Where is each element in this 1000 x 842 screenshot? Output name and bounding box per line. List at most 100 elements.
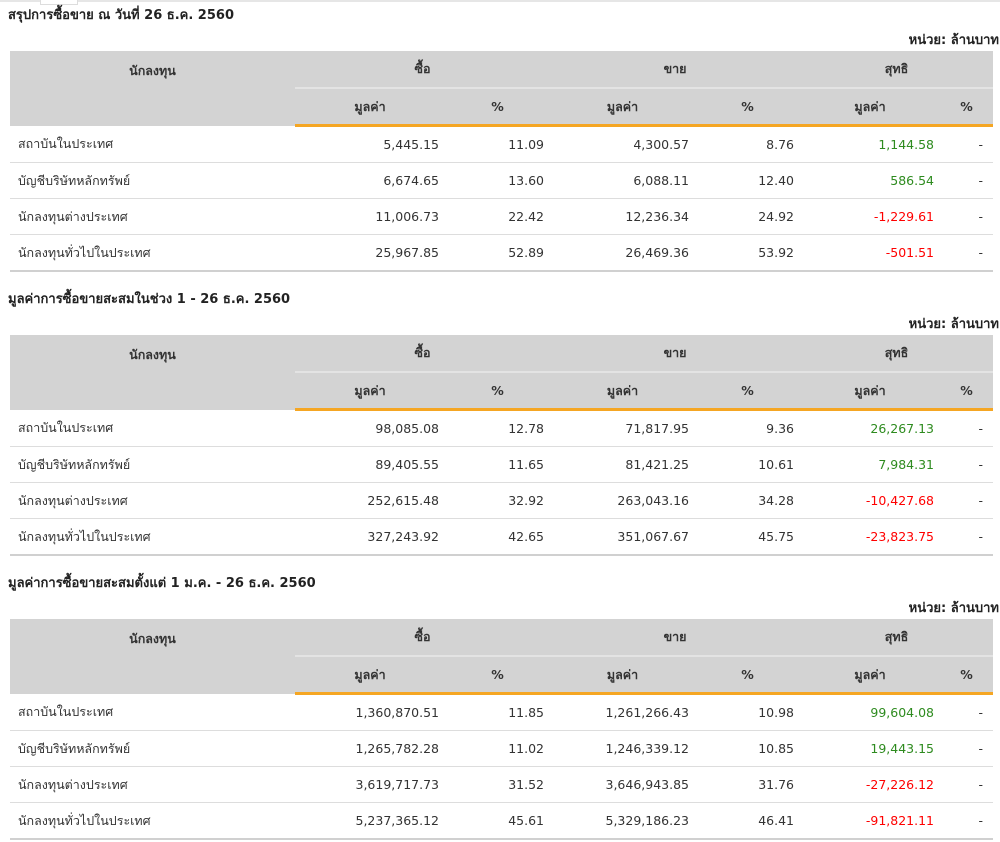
sell-value: 71,817.95 [550,409,695,447]
table-row: บัญชีบริษัทหลักทรัพย์ 1,265,782.28 11.02 1,… [10,730,994,767]
net-pct: - [940,198,994,235]
sell-value: 26,469.36 [550,234,695,272]
buy-value: 5,445.15 [295,125,445,163]
sell-value: 1,246,339.12 [550,730,695,767]
investor-name: บัญชีบริษัทหลักทรัพย์ [10,446,295,483]
sell-pct-header: % [695,87,801,127]
section-title: มูลค่าการซื้อขายสะสมในช่วง 1 - 26 ธ.ค. 2… [8,292,291,307]
table-row: นักลงทุนทั่วไปในประเทศ 25,967.85 52.89 26,4… [10,234,994,272]
summary-section: สรุปการซื้อขาย ณ วันที่ 26 ธ.ค. 2560 หน่… [8,6,999,272]
buy-pct: 11.65 [445,446,550,483]
table-row: บัญชีบริษัทหลักทรัพย์ 6,674.65 13.60 6,088.… [10,162,994,199]
buy-pct-header: % [445,655,550,695]
net-value: 99,604.08 [800,693,941,731]
trading-table: นักลงทุน ซื้อ ขาย สุทธิ มูลค่า % มูลค่า … [10,51,994,272]
investor-header: นักลงทุน [10,619,295,694]
net-value: -27,226.12 [800,766,941,803]
section-title: สรุปการซื้อขาย ณ วันที่ 26 ธ.ค. 2560 [8,8,234,23]
buy-value: 327,243.92 [295,518,445,556]
net-value-header: มูลค่า [800,87,941,127]
buy-value-header: มูลค่า [295,87,445,127]
investor-name: นักลงทุนทั่วไปในประเทศ [10,802,295,840]
net-value-header: มูลค่า [800,655,941,695]
buy-pct: 31.52 [445,766,550,803]
sell-pct: 8.76 [695,125,801,163]
buy-value: 25,967.85 [295,234,445,272]
investor-header: นักลงทุน [10,335,295,410]
buy-pct-header: % [445,87,550,127]
buy-value: 11,006.73 [295,198,445,235]
buy-pct: 11.85 [445,693,550,731]
sell-value: 81,421.25 [550,446,695,483]
sell-pct-header: % [695,371,801,411]
net-value: 26,267.13 [800,409,941,447]
top-tab[interactable] [40,0,78,5]
investor-name: สถาบันในประเทศ [10,693,295,731]
net-pct: - [940,693,994,731]
sell-value: 6,088.11 [550,162,695,199]
sell-pct: 9.36 [695,409,801,447]
buy-value: 1,360,870.51 [295,693,445,731]
investor-name: บัญชีบริษัทหลักทรัพย์ [10,162,295,199]
unit-label: หน่วย: ล้านบาท [908,33,999,48]
sell-pct-header: % [695,655,801,695]
investor-name: บัญชีบริษัทหลักทรัพย์ [10,730,295,767]
net-pct: - [940,802,994,840]
investor-name: สถาบันในประเทศ [10,125,295,163]
unit-label: หน่วย: ล้านบาท [908,317,999,332]
net-pct: - [940,125,994,163]
buy-pct: 11.09 [445,125,550,163]
sell-value-header: มูลค่า [550,371,695,411]
net-value: 1,144.58 [800,125,941,163]
table-row: นักลงทุนต่างประเทศ 252,615.48 32.92 263,043… [10,482,994,519]
top-border [0,0,1000,2]
investor-name: สถาบันในประเทศ [10,409,295,447]
net-pct: - [940,162,994,199]
buy-value: 98,085.08 [295,409,445,447]
table-row: บัญชีบริษัทหลักทรัพย์ 89,405.55 11.65 81,42… [10,446,994,483]
net-header: สุทธิ [800,51,994,88]
sell-value: 4,300.57 [550,125,695,163]
net-pct: - [940,234,994,272]
net-pct-header: % [940,655,994,695]
investor-name: นักลงทุนทั่วไปในประเทศ [10,518,295,556]
buy-value: 5,237,365.12 [295,802,445,840]
investor-name: นักลงทุนต่างประเทศ [10,482,295,519]
buy-pct: 42.65 [445,518,550,556]
buy-value: 252,615.48 [295,482,445,519]
trading-table: นักลงทุน ซื้อ ขาย สุทธิ มูลค่า % มูลค่า … [10,335,994,556]
buy-pct-header: % [445,371,550,411]
buy-value: 89,405.55 [295,446,445,483]
buy-header: ซื้อ [295,619,550,656]
buy-pct: 52.89 [445,234,550,272]
net-value: 586.54 [800,162,941,199]
table-row: สถาบันในประเทศ 98,085.08 12.78 71,817.95 9.3… [10,409,994,447]
net-pct: - [940,409,994,447]
buy-pct: 11.02 [445,730,550,767]
sell-value: 3,646,943.85 [550,766,695,803]
table-row: นักลงทุนต่างประเทศ 11,006.73 22.42 12,236.3… [10,198,994,235]
net-value: -10,427.68 [800,482,941,519]
net-pct-header: % [940,371,994,411]
sell-pct: 53.92 [695,234,801,272]
sell-value: 12,236.34 [550,198,695,235]
sell-header: ขาย [550,51,801,88]
summary-section: มูลค่าการซื้อขายสะสมในช่วง 1 - 26 ธ.ค. 2… [8,290,999,556]
investor-header: นักลงทุน [10,51,295,126]
sell-pct: 10.61 [695,446,801,483]
section-title: มูลค่าการซื้อขายสะสมตั้งแต่ 1 ม.ค. - 26 … [8,576,316,591]
buy-pct: 22.42 [445,198,550,235]
investor-name: นักลงทุนต่างประเทศ [10,766,295,803]
table-row: นักลงทุนทั่วไปในประเทศ 5,237,365.12 45.61 5… [10,802,994,840]
investor-name: นักลงทุนทั่วไปในประเทศ [10,234,295,272]
sell-value-header: มูลค่า [550,87,695,127]
buy-value: 1,265,782.28 [295,730,445,767]
net-pct: - [940,446,994,483]
net-header: สุทธิ [800,619,994,656]
sell-value: 1,261,266.43 [550,693,695,731]
buy-value-header: มูลค่า [295,371,445,411]
table-row: สถาบันในประเทศ 1,360,870.51 11.85 1,261,266… [10,693,994,731]
sell-value: 263,043.16 [550,482,695,519]
sell-header: ขาย [550,619,801,656]
buy-pct: 13.60 [445,162,550,199]
